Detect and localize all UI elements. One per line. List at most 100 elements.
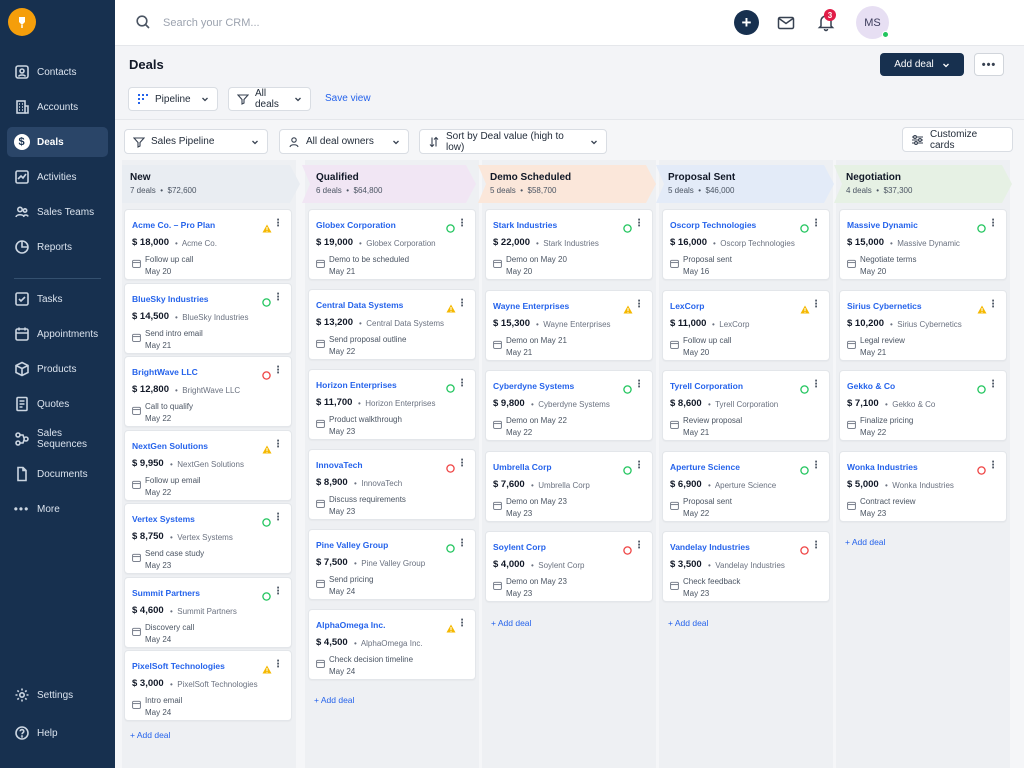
sidebar-item-more[interactable]: ••• More [7,494,108,524]
card-menu-icon[interactable]: ⋮ [457,378,467,389]
sidebar-item-settings[interactable]: Settings [7,680,108,710]
card-menu-icon[interactable]: ⋮ [457,298,467,309]
sort-select[interactable]: Sort by Deal value (high to low) [419,129,607,154]
sidebar-item-documents[interactable]: Documents [7,459,108,489]
sidebar-item-reports[interactable]: Reports [7,232,108,262]
deal-name[interactable]: PixelSoft Technologies [132,661,225,671]
deal-card[interactable]: Soylent Corp ⋮ $ 4,000 • Soylent Corp Demo o… [485,531,653,602]
deal-name[interactable]: Summit Partners [132,587,201,598]
view-select[interactable]: Pipeline [128,87,218,111]
card-menu-icon[interactable]: ⋮ [634,540,644,551]
deal-card[interactable]: InnovaTech ⋮ $ 8,900 • InnovaTech Discuss re… [308,449,476,520]
deal-card[interactable]: Cyberdyne Systems ⋮ $ 9,800 • Cyberdyne Sys… [485,370,653,441]
deal-name[interactable]: AlphaOmega Inc. [316,620,386,630]
card-menu-icon[interactable]: ⋮ [988,218,998,229]
deal-card[interactable]: Aperture Science ⋮ $ 6,900 • Aperture Scien… [662,450,830,522]
sidebar-item-deals[interactable]: $ Deals [7,127,108,157]
card-menu-icon[interactable]: ⋮ [273,512,283,523]
card-menu-icon[interactable]: ⋮ [811,379,821,390]
sidebar-item-tasks[interactable]: Tasks [7,284,108,314]
sidebar-item-products[interactable]: Products [7,354,108,384]
deal-name[interactable]: Tyrell Corporation [670,381,744,391]
deal-name[interactable]: Oscorp Technologies [670,220,757,230]
deal-card[interactable]: Sirius Cybernetics ⋮ $ 10,200 • Sirius Cybe… [839,289,1007,361]
deal-name[interactable]: Soylent Corp [493,542,546,552]
deal-name[interactable]: Cyberdyne Systems [493,381,575,391]
card-menu-icon[interactable]: ⋮ [457,458,467,469]
deal-card[interactable]: NextGen Solutions ⋮ $ 9,950 • NextGen Solut… [124,429,292,501]
deal-card[interactable]: Gekko & Co ⋮ $ 7,100 • Gekko & Co Finalize p… [839,370,1007,441]
pipeline-select[interactable]: Sales Pipeline [124,129,268,154]
add-deal-link[interactable]: + Add deal [491,617,532,628]
create-new-button[interactable]: + [734,10,759,35]
card-menu-icon[interactable]: ⋮ [273,438,283,450]
deal-card[interactable]: AlphaOmega Inc. ⋮ $ 4,500 • AlphaOmega Inc.… [308,609,476,680]
card-menu-icon[interactable]: ⋮ [811,218,821,229]
card-menu-icon[interactable]: ⋮ [457,218,467,229]
deal-card[interactable]: BrightWave LLC ⋮ $ 12,800 • BrightWave LLC C… [124,356,292,427]
deal-card[interactable]: Oscorp Technologies ⋮ $ 16,000 • Oscorp Tec… [662,209,830,280]
deal-name[interactable]: Sirius Cybernetics [847,300,922,311]
card-menu-icon[interactable]: ⋮ [634,218,644,229]
deal-card[interactable]: BlueSky Industries ⋮ $ 14,500 • BlueSky Ind… [124,282,292,354]
deal-card[interactable]: Tyrell Corporation ⋮ $ 8,600 • Tyrell Corpo… [662,370,830,441]
deal-card[interactable]: Summit Partners ⋮ $ 4,600 • Summit Partners… [124,576,292,648]
add-deal-link[interactable]: + Add deal [845,537,886,547]
deals-filter-select[interactable]: All deals [228,87,311,111]
deal-card[interactable]: Wayne Enterprises ⋮ $ 15,300 • Wayne Enterp… [485,289,653,361]
card-menu-icon[interactable]: ⋮ [988,298,998,310]
card-menu-icon[interactable]: ⋮ [273,659,283,670]
more-options-button[interactable]: ••• [974,53,1004,76]
deal-name[interactable]: Gekko & Co [847,381,896,391]
card-menu-icon[interactable]: ⋮ [811,540,821,551]
deal-card[interactable]: Massive Dynamic ⋮ $ 15,000 • Massive Dynami… [839,209,1007,280]
card-menu-icon[interactable]: ⋮ [634,459,644,471]
deal-card[interactable]: Umbrella Corp ⋮ $ 7,600 • Umbrella Corp Demo… [485,450,653,522]
deal-card[interactable]: Globex Corporation ⋮ $ 19,000 • Globex Corp… [308,209,476,280]
deal-card[interactable]: Central Data Systems ⋮ $ 13,200 • Central D… [308,289,476,360]
sidebar-item-quotes[interactable]: Quotes [7,389,108,419]
card-menu-icon[interactable]: ⋮ [988,459,998,471]
sidebar-item-appointments[interactable]: Appointments [7,319,108,349]
deal-name[interactable]: Central Data Systems [316,300,404,310]
sidebar-item-sales-sequences[interactable]: Sales Sequences [7,424,108,454]
add-deal-link[interactable]: + Add deal [668,617,709,628]
deal-card[interactable]: Vandelay Industries ⋮ $ 3,500 • Vandelay In… [662,531,830,602]
save-view-link[interactable]: Save view [325,93,371,104]
deal-name[interactable]: Pine Valley Group [316,540,389,550]
deal-card[interactable]: Acme Co. – Pro Plan ⋮ $ 18,000 • Acme Co. Fo… [124,209,292,280]
card-menu-icon[interactable]: ⋮ [811,298,821,310]
card-menu-icon[interactable]: ⋮ [457,538,467,549]
sidebar-item-help[interactable]: Help [7,718,108,748]
deal-card[interactable]: Pine Valley Group ⋮ $ 7,500 • Pine Valley G… [308,529,476,600]
owners-select[interactable]: All deal owners [279,129,409,154]
deal-name[interactable]: Vertex Systems [132,514,195,524]
card-menu-icon[interactable]: ⋮ [273,585,283,597]
sidebar-item-contacts[interactable]: Contacts [7,57,108,87]
mail-icon[interactable] [776,13,796,33]
deal-card[interactable]: Vertex Systems ⋮ $ 8,750 • Vertex Systems Se… [124,503,292,574]
deal-name[interactable]: Globex Corporation [316,220,396,230]
deal-name[interactable]: BlueSky Industries [132,293,209,304]
add-deal-link[interactable]: + Add deal [130,729,171,740]
deal-name[interactable]: Umbrella Corp [493,461,552,472]
add-deal-link[interactable]: + Add deal [314,695,355,705]
card-menu-icon[interactable]: ⋮ [273,291,283,303]
deal-name[interactable]: Acme Co. – Pro Plan [132,220,216,230]
deal-name[interactable]: BrightWave LLC [132,367,198,377]
deal-name[interactable]: Vandelay Industries [670,542,750,552]
sidebar-item-accounts[interactable]: Accounts [7,92,108,122]
app-logo[interactable] [8,8,36,36]
deal-card[interactable]: PixelSoft Technologies ⋮ $ 3,000 • PixelSof… [124,650,292,721]
deal-name[interactable]: Massive Dynamic [847,220,918,230]
add-deal-button[interactable]: Add deal [880,53,964,76]
card-menu-icon[interactable]: ⋮ [634,298,644,310]
card-menu-icon[interactable]: ⋮ [457,618,467,629]
deal-name[interactable]: Stark Industries [493,220,558,230]
deal-card[interactable]: Stark Industries ⋮ $ 22,000 • Stark Industr… [485,209,653,280]
deal-name[interactable]: NextGen Solutions [132,440,209,451]
card-menu-icon[interactable]: ⋮ [273,218,283,229]
deal-card[interactable]: Wonka Industries ⋮ $ 5,000 • Wonka Industri… [839,450,1007,522]
card-menu-icon[interactable]: ⋮ [273,365,283,376]
deal-name[interactable]: Wayne Enterprises [493,300,570,311]
